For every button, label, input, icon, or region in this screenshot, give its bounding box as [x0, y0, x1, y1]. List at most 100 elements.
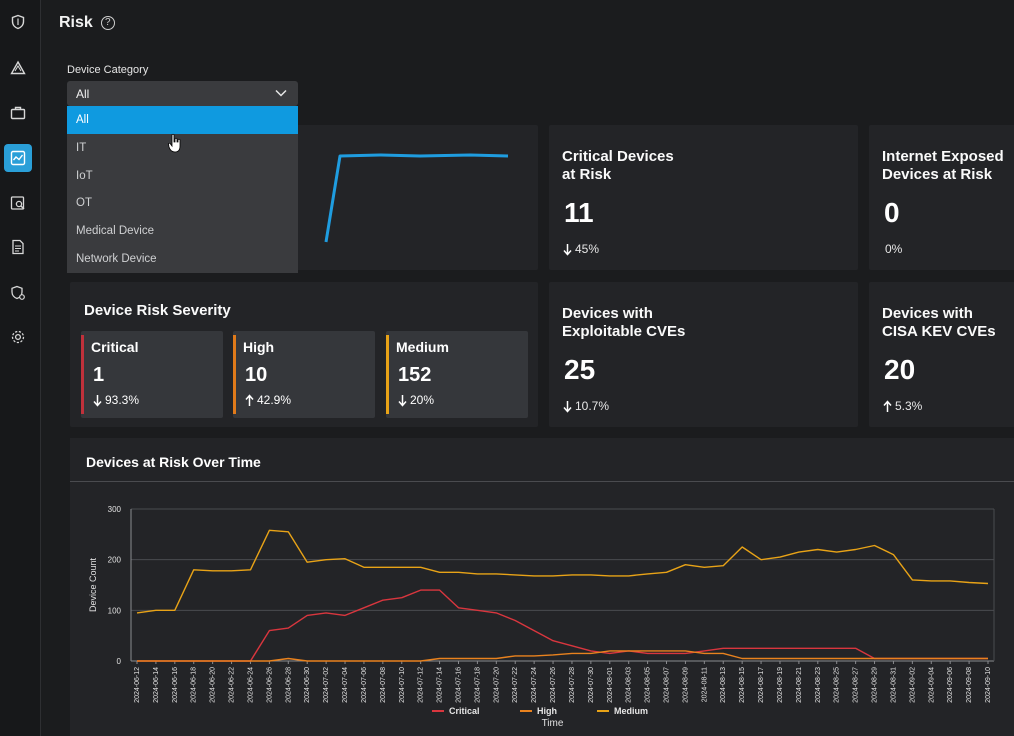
x-tick-label: 2024-08-31 [890, 667, 897, 703]
series-line-critical [137, 589, 988, 662]
x-tick-label: 2024-06-12 [134, 667, 141, 703]
cisa-kev-card: Devices with CISA KEV CVEs 20 5.3% [869, 282, 1014, 427]
x-tick-label: 2024-07-18 [474, 667, 481, 703]
x-axis-label: Time [542, 718, 564, 729]
exploitable-cves-delta: 10.7% [563, 399, 609, 413]
briefcase-icon[interactable] [4, 99, 32, 127]
x-tick-label: 2024-09-06 [947, 667, 954, 703]
y-tick-label: 100 [108, 606, 122, 615]
x-tick-label: 2024-08-13 [720, 667, 727, 703]
x-tick-label: 2024-08-27 [853, 667, 860, 703]
report-icon[interactable] [4, 233, 32, 261]
critical-devices-value: 11 [564, 197, 594, 228]
x-tick-label: 2024-08-07 [664, 667, 671, 703]
x-tick-label: 2024-07-16 [455, 667, 462, 703]
dropdown-option-medical-device[interactable]: Medical Device [76, 225, 154, 238]
severity-medium-bar [386, 335, 389, 414]
device-category-dropdown: All IT IoT OT Medical Device Network Dev… [67, 106, 298, 273]
exploitable-cves-value: 25 [564, 354, 596, 385]
severity-critical-value: 1 [93, 364, 105, 386]
severity-high-value: 10 [245, 364, 268, 386]
chart-title: Devices at Risk Over Time [86, 454, 261, 470]
arrow-down-icon [93, 394, 102, 407]
x-tick-label: 2024-08-29 [872, 667, 879, 703]
help-icon[interactable]: ? [100, 16, 115, 30]
arrow-down-icon [398, 394, 407, 407]
settings-icon[interactable] [4, 323, 32, 351]
x-tick-label: 2024-07-08 [380, 667, 387, 703]
x-tick-label: 2024-07-02 [323, 667, 330, 703]
x-tick-label: 2024-07-20 [493, 667, 500, 703]
page-title-text: Risk [59, 14, 93, 31]
severity-medium-delta: 20% [398, 393, 434, 407]
severity-medium-value: 152 [398, 364, 432, 386]
severity-critical-bar [81, 335, 84, 414]
critical-devices-title: Critical Devices at Risk [562, 148, 674, 183]
x-tick-label: 2024-07-26 [550, 667, 557, 703]
search-document-icon[interactable] [4, 189, 32, 217]
legend-label-critical: Critical [449, 706, 480, 716]
dropdown-option-ot[interactable]: OT [76, 197, 92, 210]
cisa-kev-title: Devices with CISA KEV CVEs [882, 305, 996, 340]
severity-medium-box[interactable]: Medium 152 20% [386, 331, 528, 418]
x-tick-label: 2024-09-04 [928, 667, 935, 703]
shield-gear-icon[interactable] [4, 279, 32, 307]
x-tick-label: 2024-08-17 [758, 667, 765, 703]
severity-high-bar [233, 335, 236, 414]
x-tick-label: 2024-07-04 [342, 667, 349, 703]
x-tick-label: 2024-08-23 [815, 667, 822, 703]
device-category-select[interactable]: All [67, 81, 298, 106]
severity-medium-label: Medium [396, 339, 449, 355]
x-tick-label: 2024-06-18 [191, 667, 198, 703]
shield-icon[interactable] [4, 8, 32, 36]
exploitable-cves-card: Devices with Exploitable CVEs 25 10.7% [549, 282, 858, 427]
x-tick-label: 2024-08-09 [682, 667, 689, 703]
x-tick-label: 2024-06-26 [266, 667, 273, 703]
mouse-cursor-icon [168, 133, 181, 153]
severity-high-box[interactable]: High 10 42.9% [233, 331, 375, 418]
alert-triangle-icon[interactable] [4, 54, 32, 82]
internet-exposed-title: Internet Exposed Devices at Risk [882, 148, 1004, 183]
x-tick-label: 2024-08-05 [645, 667, 652, 703]
series-line-high [137, 650, 988, 662]
x-tick-label: 2024-08-19 [777, 667, 784, 703]
severity-high-delta: 42.9% [245, 393, 291, 407]
devices-at-risk-chart: 0 100 200 300 Device Count 2024-06-12 2024-06-… [88, 505, 995, 729]
critical-devices-card: Critical Devices at Risk 11 45% [549, 125, 858, 270]
critical-devices-delta: 45% [563, 242, 599, 256]
x-tick-label: 2024-06-20 [210, 667, 217, 703]
x-tick-label: 2024-06-22 [229, 667, 236, 703]
y-tick-label: 200 [108, 556, 122, 565]
chart-divider [70, 481, 1014, 482]
x-tick-label: 2024-06-30 [304, 667, 311, 703]
chevron-down-icon [275, 89, 287, 97]
x-tick-label: 2024-08-25 [834, 667, 841, 703]
chart-icon[interactable] [4, 144, 32, 172]
arrow-up-icon [883, 399, 892, 412]
x-tick-label: 2024-06-24 [247, 667, 254, 703]
x-tick-label: 2024-07-22 [512, 667, 519, 703]
x-tick-label: 2024-07-12 [418, 667, 425, 703]
x-tick-label: 2024-06-14 [153, 667, 160, 703]
x-tick-label: 2024-08-11 [701, 667, 708, 702]
internet-exposed-value: 0 [884, 197, 900, 228]
x-tick-label: 2024-06-28 [285, 667, 292, 703]
x-tick-label: 2024-08-15 [739, 667, 746, 703]
legend-label-medium: Medium [614, 706, 648, 716]
legend-label-high: High [537, 706, 557, 716]
sidebar [0, 0, 41, 736]
x-tick-label: 2024-09-08 [966, 667, 973, 703]
device-category-selected: All [76, 87, 90, 101]
dropdown-option-network-device[interactable]: Network Device [76, 252, 157, 265]
x-tick-label: 2024-09-02 [909, 667, 916, 703]
x-tick-label: 2024-07-14 [437, 667, 444, 703]
severity-critical-delta: 93.3% [93, 393, 139, 407]
x-tick-label: 2024-07-24 [531, 667, 538, 703]
dropdown-option-iot[interactable]: IoT [76, 169, 93, 182]
device-category-label: Device Category [67, 64, 149, 76]
severity-critical-box[interactable]: Critical 1 93.3% [81, 331, 223, 418]
device-risk-severity-title: Device Risk Severity [84, 302, 231, 319]
dropdown-option-it[interactable]: IT [76, 141, 87, 154]
x-tick-label: 2024-06-16 [172, 667, 179, 703]
dropdown-option-all[interactable]: All [67, 106, 298, 134]
